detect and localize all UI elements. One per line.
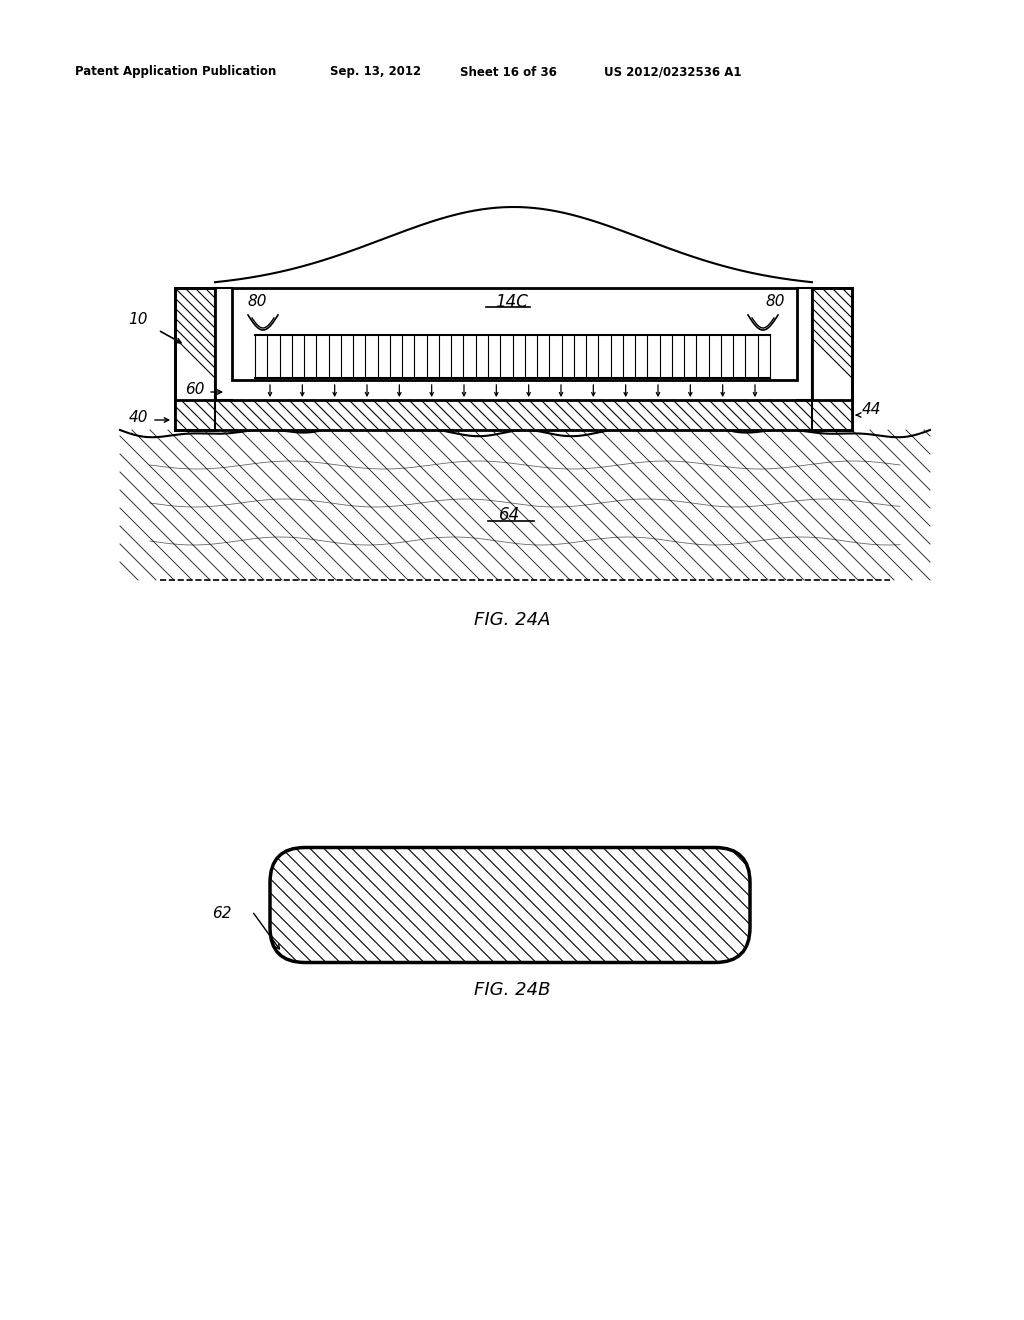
Text: 14C: 14C — [496, 293, 528, 312]
Bar — [175, 400, 852, 430]
Text: 62: 62 — [213, 906, 232, 920]
Text: Sep. 13, 2012: Sep. 13, 2012 — [330, 66, 421, 78]
Text: 40: 40 — [128, 411, 148, 425]
Bar — [175, 288, 215, 428]
Text: 44: 44 — [862, 403, 882, 417]
Text: 10: 10 — [128, 313, 148, 327]
Text: 80: 80 — [765, 294, 784, 309]
Text: FIG. 24A: FIG. 24A — [474, 611, 550, 630]
Text: US 2012/0232536 A1: US 2012/0232536 A1 — [604, 66, 741, 78]
FancyBboxPatch shape — [270, 847, 750, 962]
Bar — [812, 288, 852, 428]
Text: 60: 60 — [185, 383, 205, 397]
Text: Patent Application Publication: Patent Application Publication — [75, 66, 276, 78]
Bar — [232, 288, 797, 380]
Text: 64: 64 — [500, 506, 520, 524]
Text: FIG. 24B: FIG. 24B — [474, 981, 550, 999]
FancyBboxPatch shape — [270, 847, 750, 962]
Text: Sheet 16 of 36: Sheet 16 of 36 — [460, 66, 557, 78]
Text: 80: 80 — [248, 294, 267, 309]
